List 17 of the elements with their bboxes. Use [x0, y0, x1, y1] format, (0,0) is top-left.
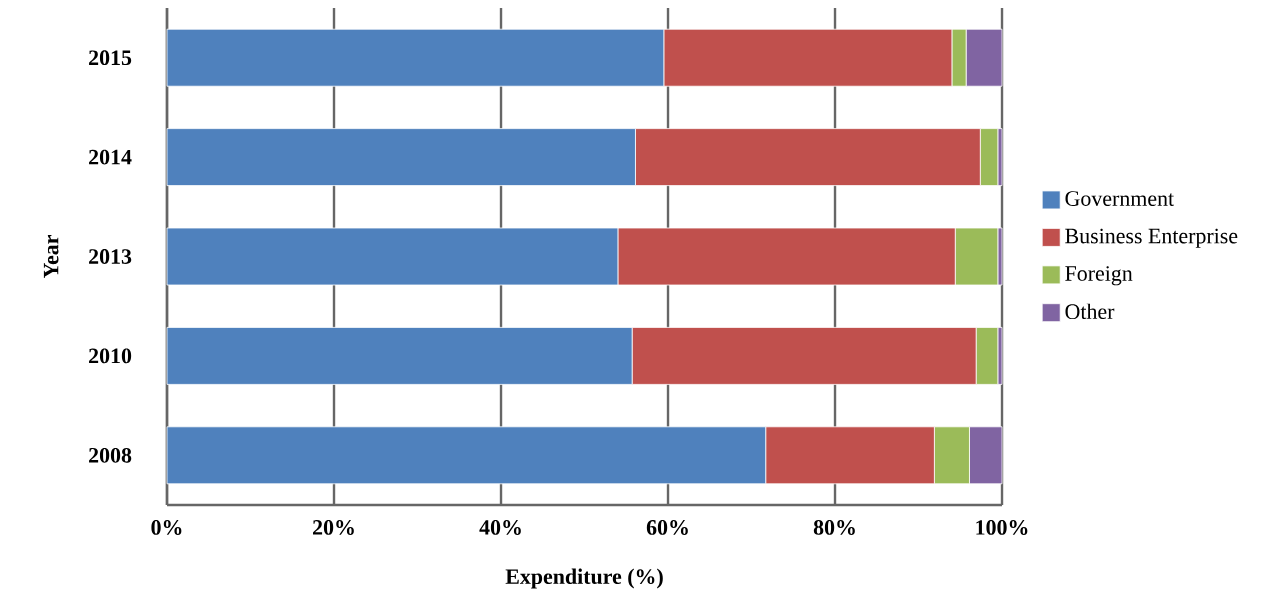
- x-tick-label: 100%: [976, 520, 1028, 535]
- x-tick-label: 80%: [813, 520, 855, 535]
- legend-label: Foreign: [1065, 266, 1133, 286]
- x-tick-label: 0%: [151, 520, 182, 535]
- y-tick-label: 2013: [89, 249, 132, 264]
- y-tick-label: 2015: [89, 50, 132, 66]
- x-tick-label: 20%: [313, 520, 354, 535]
- y-tick-label: 2008: [89, 447, 132, 463]
- y-tick-label: 2010: [89, 348, 132, 364]
- y-axis-title: Year: [43, 235, 59, 279]
- x-tick-label: 60%: [646, 520, 688, 535]
- x-tick-label: 40%: [479, 520, 521, 535]
- legend-label: Business Enterprise: [1065, 228, 1238, 248]
- y-tick-label: 2014: [89, 149, 132, 165]
- legend-label: Government: [1065, 191, 1175, 206]
- legend-label: Other: [1065, 303, 1115, 320]
- x-axis-title: Expenditure (%): [505, 568, 663, 589]
